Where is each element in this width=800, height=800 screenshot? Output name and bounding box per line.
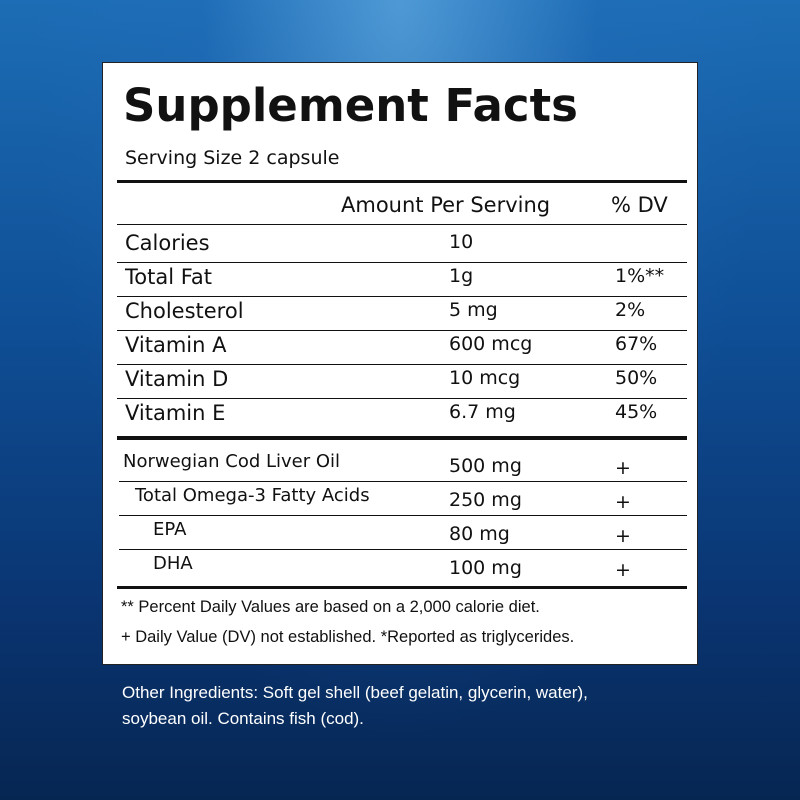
other-ingredients: Other Ingredients: Soft gel shell (beef … xyxy=(122,680,588,732)
ingredient-amount: 100 mg xyxy=(449,557,522,579)
ingredient-name: DHA xyxy=(153,553,193,574)
ingredient-dv: + xyxy=(615,525,631,547)
rule xyxy=(119,549,687,550)
rule xyxy=(117,364,687,365)
nutrient-name: Total Fat xyxy=(125,265,212,289)
nutrient-name: Calories xyxy=(125,231,210,255)
footnote: + Daily Value (DV) not established. *Rep… xyxy=(121,628,575,646)
nutrient-dv: 1%** xyxy=(615,265,665,287)
rule xyxy=(117,224,687,225)
nutrient-name: Vitamin E xyxy=(125,401,226,425)
rule xyxy=(117,436,687,440)
nutrient-dv: 67% xyxy=(615,333,658,355)
ingredient-name: Total Omega-3 Fatty Acids xyxy=(135,485,370,506)
title: Supplement Facts xyxy=(123,79,578,132)
footnote: ** Percent Daily Values are based on a 2… xyxy=(121,598,540,616)
ingredient-dv: + xyxy=(615,491,631,513)
ingredient-name: Norwegian Cod Liver Oil xyxy=(123,451,341,472)
ingredient-dv: + xyxy=(615,457,631,479)
ingredient-amount: 80 mg xyxy=(449,523,510,545)
ingredient-name: EPA xyxy=(153,519,187,540)
rule xyxy=(117,330,687,331)
nutrient-amount: 5 mg xyxy=(449,299,498,321)
nutrient-name: Vitamin A xyxy=(125,333,227,357)
nutrient-amount: 6.7 mg xyxy=(449,401,516,423)
rule xyxy=(117,180,687,183)
nutrient-amount: 1g xyxy=(449,265,474,287)
ingredient-amount: 500 mg xyxy=(449,455,522,477)
rule xyxy=(117,262,687,263)
ingredient-dv: + xyxy=(615,559,631,581)
nutrient-dv: 2% xyxy=(615,299,646,321)
facts-panel: Supplement Facts Serving Size 2 capsule … xyxy=(102,62,698,665)
nutrient-name: Vitamin D xyxy=(125,367,229,391)
header-dv: % DV xyxy=(611,193,668,217)
rule xyxy=(119,515,687,516)
header-amount: Amount Per Serving xyxy=(341,193,551,217)
nutrient-dv: 45% xyxy=(615,401,658,423)
rule xyxy=(119,481,687,482)
ingredient-amount: 250 mg xyxy=(449,489,522,511)
nutrient-name: Cholesterol xyxy=(125,299,244,323)
nutrient-amount: 600 mcg xyxy=(449,333,533,355)
nutrient-amount: 10 xyxy=(449,231,474,253)
rule xyxy=(117,586,687,589)
nutrient-amount: 10 mcg xyxy=(449,367,521,389)
nutrient-dv: 50% xyxy=(615,367,658,389)
rule xyxy=(117,296,687,297)
other-ingredients-line: Other Ingredients: Soft gel shell (beef … xyxy=(122,683,588,702)
serving-size: Serving Size 2 capsule xyxy=(125,147,340,169)
rule xyxy=(117,398,687,399)
other-ingredients-line: soybean oil. Contains fish (cod). xyxy=(122,709,364,728)
